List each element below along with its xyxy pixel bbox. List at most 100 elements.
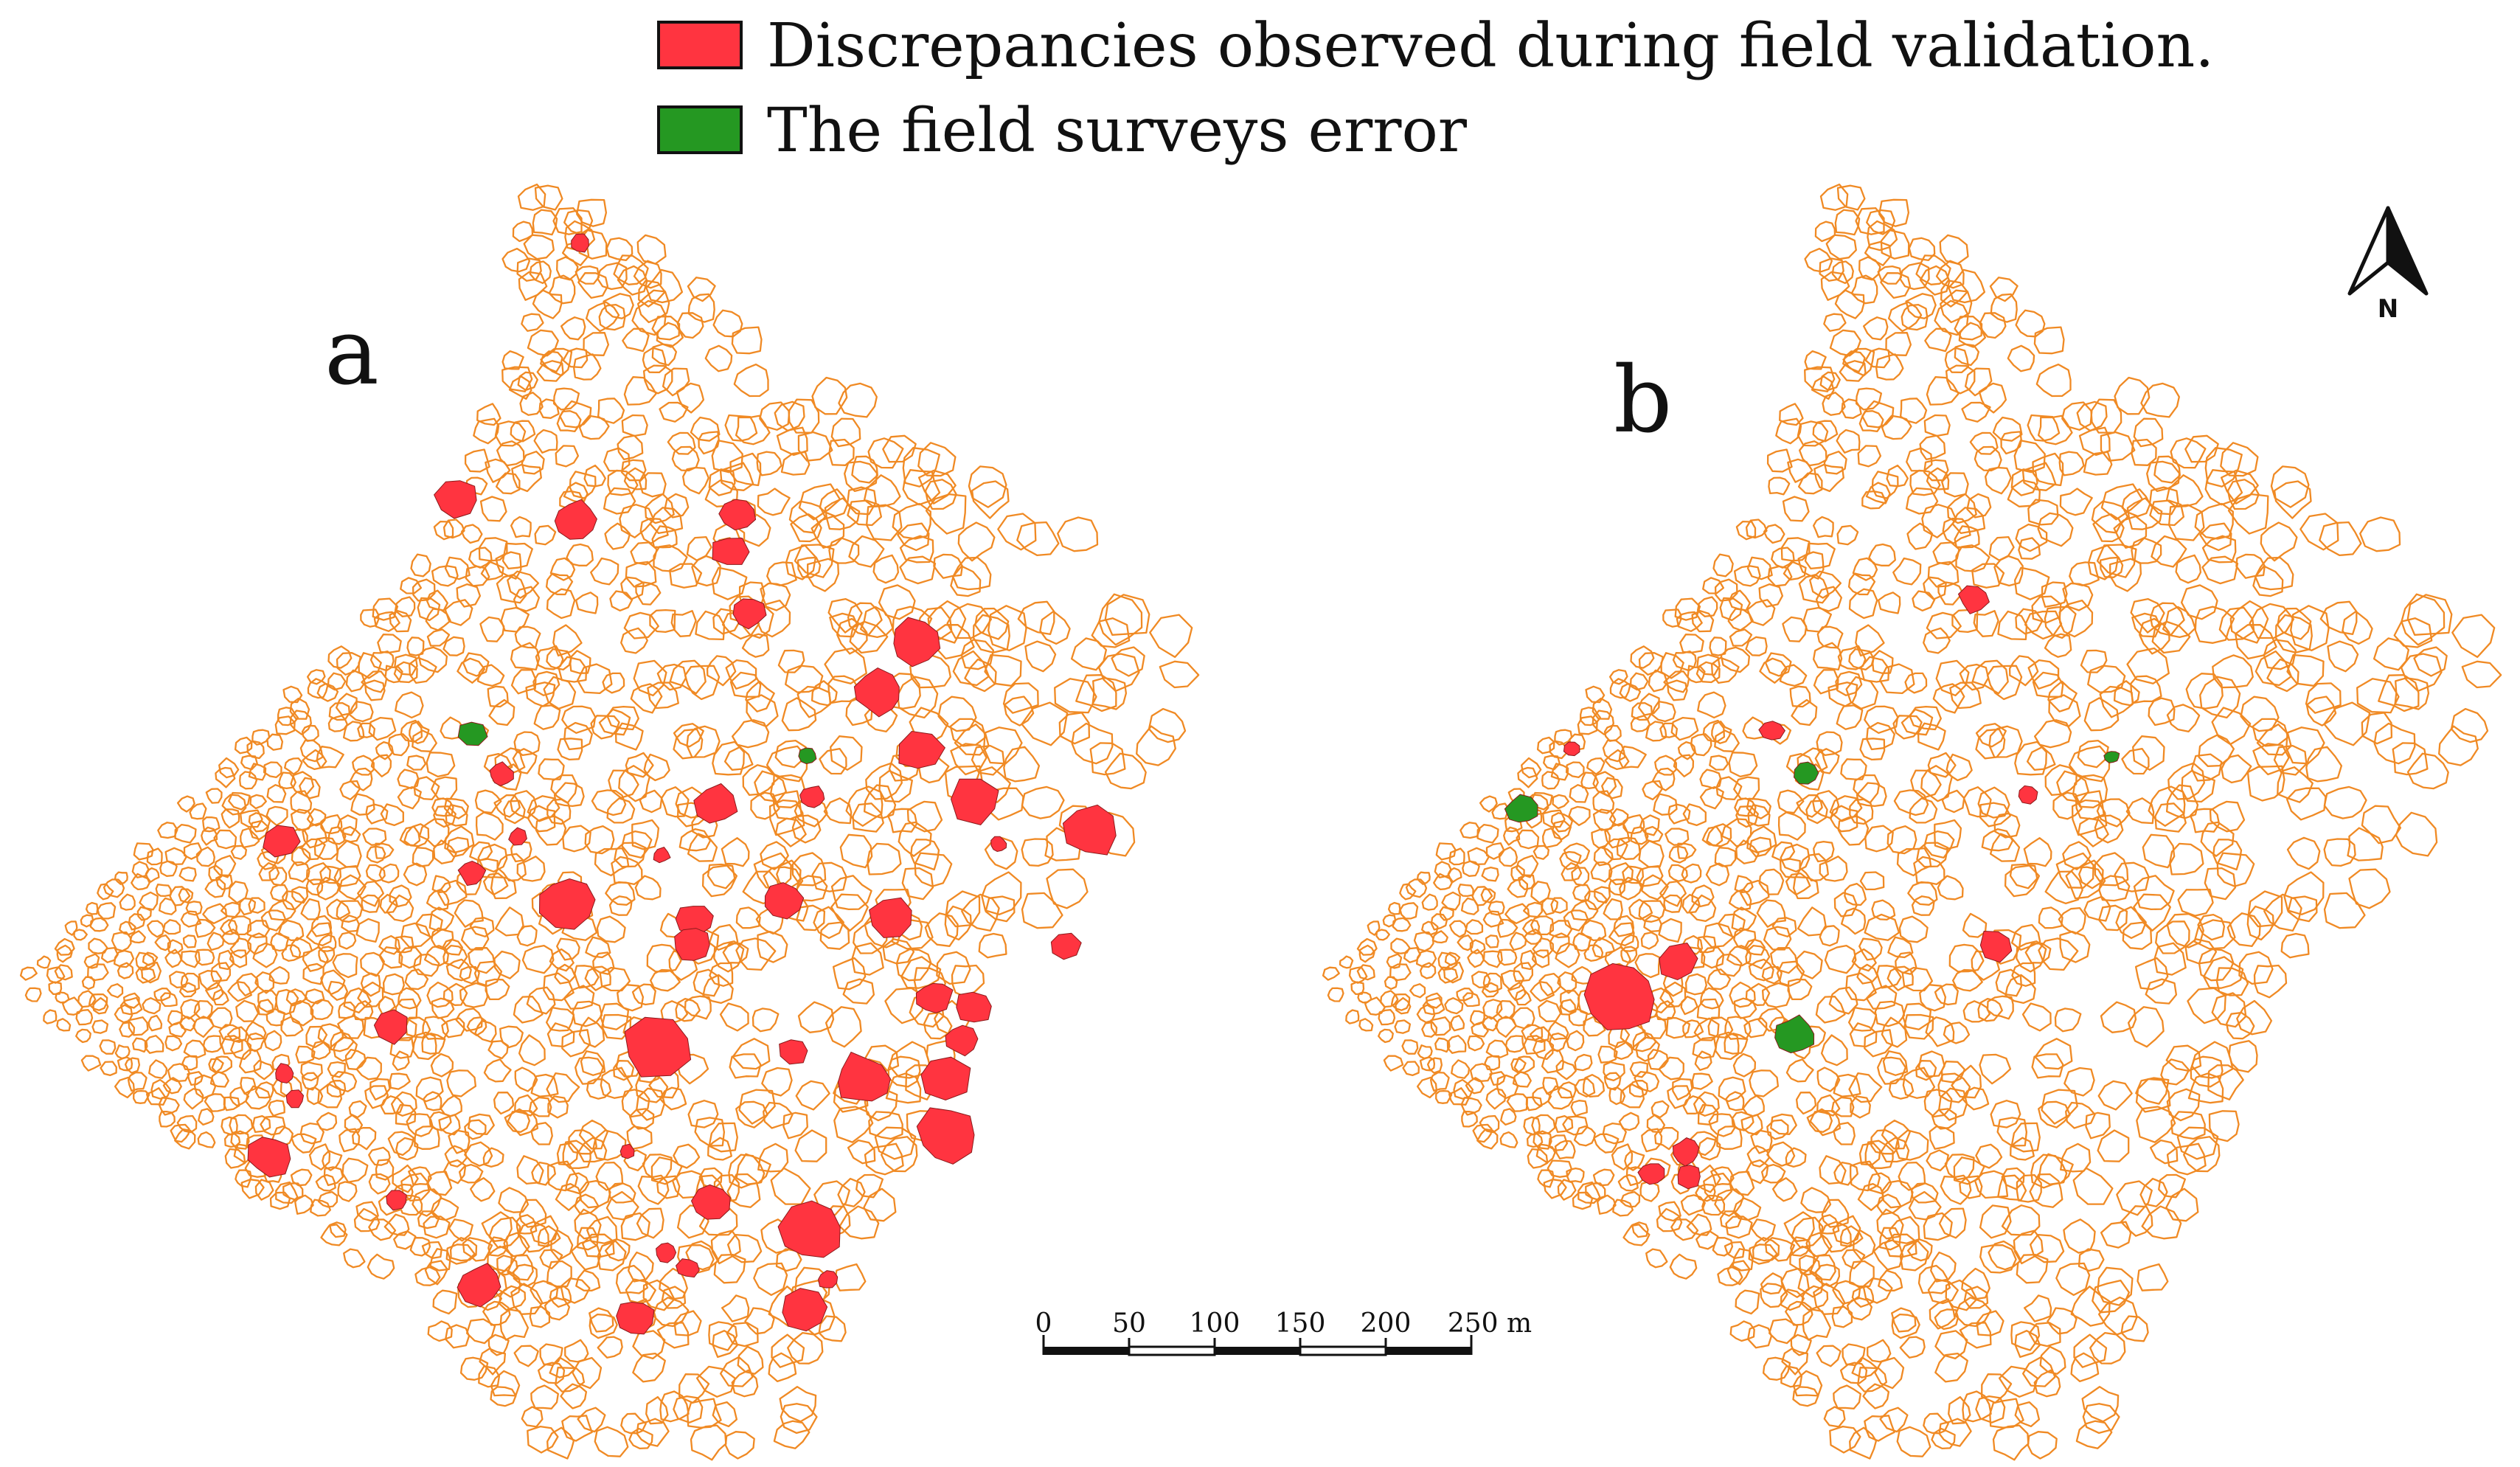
parcel-boundary [1819, 925, 1840, 947]
discrepancy-parcel [920, 1056, 971, 1101]
parcel-boundary [1986, 995, 2014, 1020]
parcel-boundary [1969, 431, 1999, 455]
parcel-boundary [1680, 1194, 1706, 1216]
parcel-boundary [917, 469, 957, 504]
parcel-boundary [146, 920, 165, 938]
parcel-boundary [1643, 915, 1662, 933]
parcel-boundary [1855, 387, 1883, 411]
discrepancy-parcel [779, 1039, 808, 1065]
parcel-boundary [208, 864, 223, 881]
scale-label-50: 50 [1112, 1308, 1146, 1339]
parcel-boundary [2451, 614, 2496, 659]
parcel-boundary [1978, 382, 2007, 414]
parcel-boundary [1904, 672, 1928, 694]
parcel-boundary [2280, 932, 2310, 959]
parcel-boundary [2034, 1038, 2073, 1070]
parcel-boundary [249, 819, 270, 840]
parcel-boundary [1981, 1373, 2013, 1404]
parcel-boundary [1476, 1128, 1499, 1150]
discrepancy-parcel [653, 847, 671, 864]
parcel-boundary [698, 431, 720, 455]
parcel-boundary [246, 1032, 266, 1052]
parcel-boundary [2167, 762, 2205, 800]
parcel-boundary [2014, 1330, 2041, 1359]
parcel-boundary [1990, 1100, 2021, 1128]
parcel-boundary [2198, 734, 2235, 767]
parcel-boundary [1766, 1119, 1789, 1140]
parcel-boundary [1089, 742, 1126, 776]
parcel-boundary [302, 963, 324, 985]
parcel-boundary [518, 1221, 549, 1253]
parcel-boundary [1003, 746, 1041, 783]
parcel-boundary [1827, 682, 1858, 707]
parcel-boundary [2246, 765, 2285, 802]
discrepancy-parcel [676, 1258, 700, 1278]
survey-error-parcel [1504, 794, 1538, 823]
parcel-boundary [1836, 429, 1861, 454]
parcel-boundary [2165, 474, 2204, 508]
parcel-boundary [2180, 584, 2218, 620]
survey-error-parcel [2103, 751, 2120, 763]
parcel-boundary [1356, 964, 1375, 981]
parcel-boundary [1021, 838, 1054, 867]
parcel-boundary [2286, 836, 2321, 870]
parcel-boundary [1481, 982, 1499, 998]
parcel-boundary [1977, 997, 2003, 1022]
parcel-boundary [1761, 965, 1783, 985]
parcel-boundary [364, 679, 386, 701]
parcel-boundary [1974, 445, 2002, 472]
parcel-boundary [1797, 472, 1823, 495]
parcel-boundary [2274, 614, 2313, 653]
discrepancy-parcel [1050, 932, 1082, 960]
parcel-boundary [417, 646, 448, 673]
parcel-boundary [1592, 1168, 1615, 1187]
parcel-boundary [228, 791, 251, 811]
parcel-boundary [2038, 937, 2079, 971]
parcel-boundary [719, 1356, 754, 1387]
parcel-boundary [433, 839, 457, 864]
parcel-boundary [510, 420, 536, 443]
parcel-boundary [712, 309, 743, 338]
parcel-boundary [623, 376, 657, 406]
parcel-boundary [2327, 640, 2359, 673]
parcel-boundary [254, 1081, 274, 1099]
parcel-boundary [1640, 932, 1659, 950]
parcel-boundary [1881, 415, 1912, 440]
parcel-boundary [2263, 893, 2302, 932]
parcel-boundary [2090, 398, 2122, 434]
parcel-boundary [1695, 661, 1721, 684]
parcel-boundary [651, 343, 678, 367]
parcel-boundary [193, 999, 213, 1019]
parcel-boundary [427, 1320, 453, 1342]
parcel-boundary [2158, 1173, 2187, 1199]
parcel-boundary [1565, 761, 1585, 779]
parcel-boundary [1680, 996, 1698, 1016]
parcel-boundary [1895, 1129, 1929, 1161]
parcel-boundary [114, 1044, 131, 1060]
parcel-boundary [357, 880, 384, 907]
discrepancy-parcel [1637, 1163, 1665, 1185]
parcel-boundary [282, 890, 305, 911]
parcel-boundary [532, 289, 563, 319]
parcel-boundary [99, 1039, 117, 1055]
parcel-boundary [2021, 462, 2057, 491]
parcel-boundary [2167, 504, 2205, 541]
parcel-boundary [170, 1123, 190, 1143]
parcel-boundary [1929, 1298, 1956, 1330]
parcel-boundary [901, 867, 934, 901]
parcel-boundary [253, 1059, 274, 1081]
parcel-boundary [1954, 525, 1980, 549]
parcel-boundary [64, 920, 78, 936]
parcel-boundary [2080, 649, 2108, 673]
parcel-boundary [510, 669, 537, 695]
parcel-boundary [577, 272, 609, 299]
parcel-boundary [2023, 837, 2052, 867]
parcel-boundary [760, 841, 789, 870]
parcel-boundary [2131, 612, 2162, 638]
parcel-boundary [2097, 1129, 2130, 1162]
parcel-boundary [1638, 839, 1665, 868]
parcel-boundary [2149, 602, 2185, 637]
parcel-boundary [2027, 659, 2060, 690]
parcel-boundary [1574, 1078, 1596, 1098]
parcel-boundary [1819, 371, 1841, 392]
